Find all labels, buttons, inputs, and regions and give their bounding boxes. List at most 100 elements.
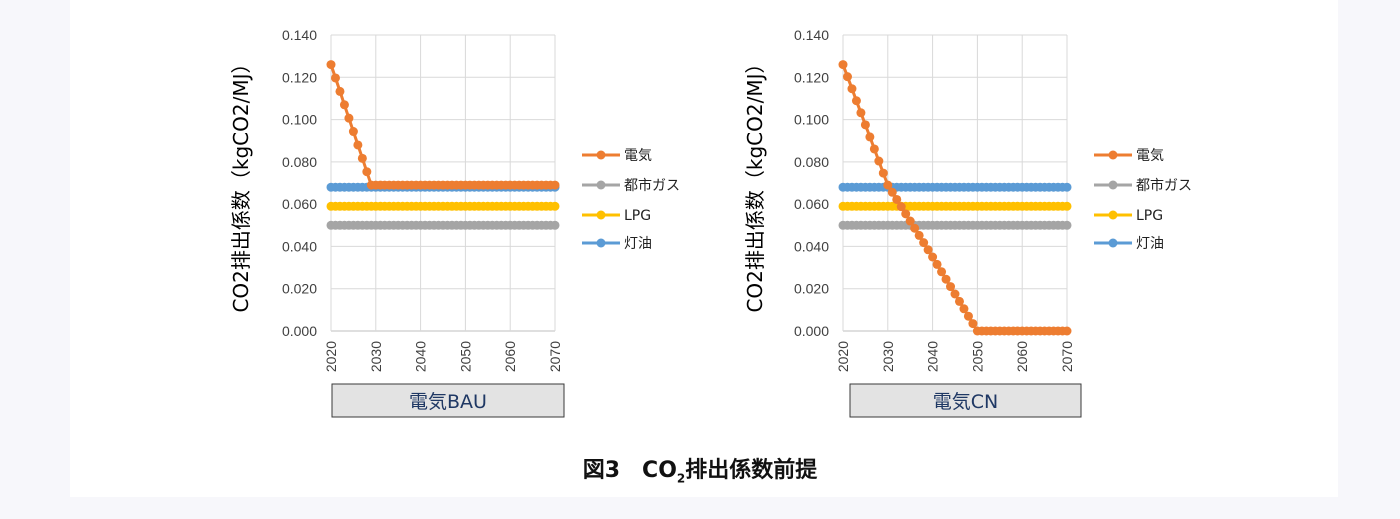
- x-tick-label: 2060: [1014, 341, 1030, 372]
- data-point: [950, 289, 960, 299]
- scenario-box-frame: [331, 383, 565, 418]
- data-point: [550, 201, 560, 211]
- data-point: [887, 187, 897, 197]
- series-都市ガス: [838, 220, 1072, 230]
- series-LPG: [326, 201, 560, 211]
- legend-item: LPG: [582, 208, 651, 224]
- data-point: [326, 60, 336, 70]
- x-tick-label: 2030: [880, 341, 896, 372]
- y-tick-label: 0.080: [794, 154, 829, 170]
- x-tick-label: 2070: [547, 341, 563, 372]
- y-tick-label: 0.100: [794, 112, 829, 128]
- data-point: [1062, 326, 1072, 336]
- data-point: [896, 202, 906, 212]
- data-point: [838, 60, 848, 70]
- x-tick-label: 2050: [457, 341, 473, 372]
- data-point: [874, 156, 884, 166]
- data-point: [865, 132, 875, 142]
- scenario-box: 電気CN: [849, 383, 1082, 418]
- x-tick-label: 2040: [413, 341, 429, 372]
- chart-1: 0.000 0.020 0.040 0.060 0.080 0.100 0.120 0.140…: [743, 27, 1192, 418]
- y-tick-label: 0.120: [794, 69, 829, 85]
- series-LPG: [838, 201, 1072, 211]
- data-point: [901, 209, 911, 219]
- data-point: [362, 167, 372, 177]
- data-point: [851, 96, 861, 106]
- series-電気: [326, 60, 560, 190]
- data-point: [941, 274, 951, 284]
- y-tick-label: 0.000: [794, 323, 829, 339]
- data-point: [860, 120, 870, 130]
- figure-caption: 図3 CO2排出係数前提: [0, 452, 1400, 485]
- data-point: [842, 72, 852, 82]
- series-灯油: [838, 182, 1072, 192]
- y-axis-label: CO2排出係数（kgCO2/MJ）: [743, 53, 767, 312]
- y-tick-label: 0.140: [282, 27, 317, 43]
- series-都市ガス: [326, 220, 560, 230]
- y-tick-label: 0.080: [282, 154, 317, 170]
- data-point: [348, 127, 358, 137]
- data-point: [910, 223, 920, 233]
- data-point: [959, 304, 969, 314]
- scenario-box-frame: [849, 383, 1082, 418]
- figure-caption-suffix: 排出係数前提: [685, 458, 818, 483]
- x-tick-label: 2050: [969, 341, 985, 372]
- data-point: [923, 245, 933, 255]
- figure-panel: [70, 0, 1338, 497]
- scenario-label: 電気BAU: [409, 391, 487, 413]
- y-tick-label: 0.140: [794, 27, 829, 43]
- data-point: [869, 144, 879, 154]
- legend-label: 灯油: [1136, 236, 1164, 252]
- x-tick-label: 2020: [835, 341, 851, 372]
- y-tick-label: 0.100: [282, 112, 317, 128]
- data-point: [932, 259, 942, 269]
- figure-caption-subscript: 2: [676, 471, 686, 486]
- scenario-box: 電気BAU: [331, 383, 565, 418]
- data-point: [954, 296, 964, 306]
- data-point: [963, 311, 973, 321]
- data-point: [847, 84, 857, 94]
- data-point: [1062, 220, 1072, 230]
- legend-label: LPG: [624, 208, 651, 224]
- data-point: [878, 168, 888, 178]
- data-point: [339, 100, 349, 110]
- data-point: [1062, 201, 1072, 211]
- legend-swatch-marker: [596, 180, 606, 190]
- legend-swatch-marker: [596, 150, 606, 160]
- y-tick-label: 0.040: [794, 238, 829, 254]
- legend-swatch-marker: [1108, 150, 1118, 160]
- y-tick-label: 0.120: [282, 69, 317, 85]
- legend-item: 灯油: [582, 236, 652, 252]
- y-tick-label: 0.020: [794, 281, 829, 297]
- legend-label: 都市ガス: [624, 177, 680, 194]
- data-point: [892, 194, 902, 204]
- data-point: [550, 220, 560, 230]
- legend-label: 電気: [624, 148, 652, 164]
- data-point: [1062, 182, 1072, 192]
- data-point: [353, 140, 363, 150]
- y-tick-label: 0.060: [794, 196, 829, 212]
- legend-item: 電気: [582, 148, 652, 164]
- x-tick-label: 2070: [1059, 341, 1075, 372]
- data-point: [357, 153, 367, 163]
- x-tick-label: 2040: [925, 341, 941, 372]
- legend-item: 電気: [1094, 148, 1164, 164]
- legend-item: 都市ガス: [582, 177, 680, 194]
- data-point: [856, 108, 866, 118]
- data-point: [344, 113, 354, 123]
- chart-0: 0.000 0.020 0.040 0.060 0.080 0.100 0.120 0.140…: [229, 27, 680, 418]
- legend-label: 灯油: [624, 236, 652, 252]
- legend-label: LPG: [1136, 208, 1163, 224]
- y-axis-label: CO2排出係数（kgCO2/MJ）: [229, 53, 253, 312]
- y-tick-label: 0.040: [282, 238, 317, 254]
- series-電気: [838, 60, 1072, 336]
- data-point: [968, 319, 978, 329]
- data-point: [335, 86, 345, 96]
- legend-swatch-marker: [596, 238, 606, 248]
- x-tick-label: 2060: [502, 341, 518, 372]
- y-tick-label: 0.020: [282, 281, 317, 297]
- x-tick-label: 2020: [323, 341, 339, 372]
- data-point: [937, 267, 947, 277]
- y-tick-label: 0.060: [282, 196, 317, 212]
